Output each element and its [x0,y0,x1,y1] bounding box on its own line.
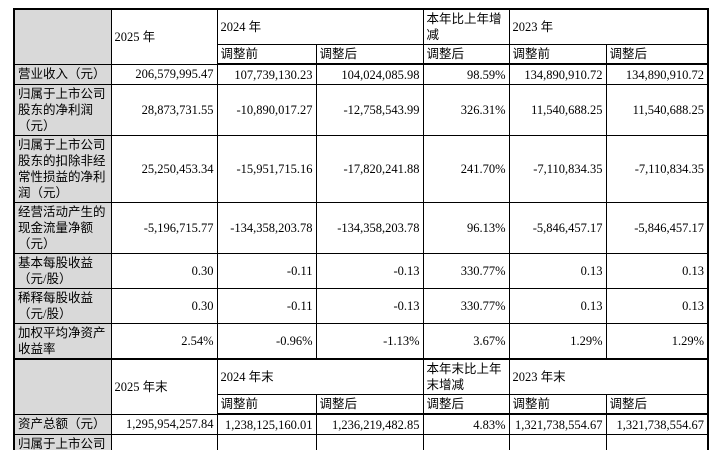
financial-summary-table: 2025 年 2024 年 本年比上年增减 2023 年 调整前 调整后 调整后… [13,8,710,450]
row-label: 经营活动产生的现金流量净额（元） [13,202,112,254]
cell-value: 0.13 [508,253,607,289]
subheader-2024-before: 调整前 [216,394,317,415]
cell-value: 1,126,339,157.80 [216,434,317,450]
corner-cell [13,358,112,415]
header-2025-end: 2025 年末 [110,358,218,415]
cell-value: 1,295,954,257.84 [110,413,218,435]
row-label: 归属于上市公司股东的扣除非经常性损益的净利润（元） [13,135,112,203]
cell-value: 0.13 [605,288,709,324]
subheader-2023-before: 调整前 [508,44,607,65]
cell-value: -134,358,203.78 [216,202,317,254]
row-label: 基本每股收益（元/股） [13,253,112,289]
cell-value: -0.11 [216,253,317,289]
corner-cell [13,8,112,65]
table-row: 归属于上市公司股东的净利润（元） 28,873,731.55 -10,890,0… [13,84,709,136]
cell-value: 206,579,995.47 [110,63,218,85]
cell-value: 0.30 [110,288,218,324]
cell-value: 1,153,344,362.63 [110,434,218,450]
header-2025: 2025 年 [110,8,218,65]
subheader-2024-before: 调整前 [216,44,317,65]
cell-value: -5,846,457.17 [605,202,709,254]
cell-value: 4.83% [422,413,510,435]
cell-value: 1.29% [605,323,709,360]
cell-value: 134,890,910.72 [508,63,607,85]
cell-value: 1,321,738,554.67 [605,413,709,435]
cell-value: 98.59% [422,63,510,85]
cell-value: -0.11 [216,288,317,324]
table-row: 资产总额（元） 1,295,954,257.84 1,238,125,160.0… [13,413,709,435]
section1-subheader-row: 调整前 调整后 调整后 调整前 调整后 [14,44,709,65]
cell-value: -7,110,834.35 [508,135,607,203]
cell-value: -0.13 [315,253,424,289]
table-row: 稀释每股收益（元/股） 0.30 -0.11 -0.13 330.77% 0.1… [13,288,709,324]
row-label: 营业收入（元） [13,63,112,85]
subheader-change-after: 调整后 [422,44,510,65]
subheader-2023-before: 调整前 [508,394,607,415]
cell-value: -15,951,715.16 [216,135,317,203]
cell-value: -7,110,834.35 [605,135,709,203]
cell-value: 96.13% [422,202,510,254]
table-row: 基本每股收益（元/股） 0.30 -0.11 -0.13 330.77% 0.1… [13,253,709,289]
row-label: 归属于上市公司股东的净利润（元） [13,84,112,136]
header-2024: 2024 年 [216,8,424,45]
cell-value: 0.13 [508,288,607,324]
header-change: 本年比上年增减 [422,8,510,45]
cell-value: 3.67% [422,323,510,360]
subheader-2023-after: 调整后 [605,394,709,415]
cell-value: -0.96% [216,323,317,360]
cell-value: 104,024,085.98 [315,63,424,85]
cell-value: 28,873,731.55 [110,84,218,136]
cell-value: 326.31% [422,84,510,136]
row-label: 加权平均净资产收益率 [13,323,112,360]
header-2024-end: 2024 年末 [216,358,424,395]
header-2023: 2023 年 [508,8,709,45]
cell-value: 1,140,629,175.07 [605,434,709,450]
cell-value: -17,820,241.88 [315,135,424,203]
cell-value: 2.57% [422,434,510,450]
cell-value: 11,540,688.25 [605,84,709,136]
table-row: 归属于上市公司股东的净资产（元） 1,153,344,362.63 1,126,… [13,434,709,450]
cell-value: 0.13 [605,253,709,289]
cell-value: 25,250,453.34 [110,135,218,203]
cell-value: 134,890,910.72 [605,63,709,85]
cell-value: 1.29% [508,323,607,360]
section2-header-row: 2025 年末 2024 年末 本年末比上年末增减 2023 年末 [13,358,709,415]
subheader-2024-after: 调整后 [315,44,424,65]
subheader-2024-after: 调整后 [315,394,424,415]
table-row: 归属于上市公司股东的扣除非经常性损益的净利润（元） 25,250,453.34 … [13,135,709,203]
subheader-2023-after: 调整后 [605,44,709,65]
cell-value: 330.77% [422,288,510,324]
cell-value: -1.13% [315,323,424,360]
cell-value: 1,238,125,160.01 [216,413,317,435]
cell-value: -5,196,715.77 [110,202,218,254]
table-row: 营业收入（元） 206,579,995.47 107,739,130.23 10… [13,63,709,85]
header-change-end: 本年末比上年末增减 [422,358,510,395]
row-label: 稀释每股收益（元/股） [13,288,112,324]
cell-value: -10,890,017.27 [216,84,317,136]
cell-value: 2.54% [110,323,218,360]
cell-value: 1,321,738,554.67 [508,413,607,435]
cell-value: 330.77% [422,253,510,289]
cell-value: 241.70% [422,135,510,203]
cell-value: 1,124,470,631.08 [315,434,424,450]
table-row: 加权平均净资产收益率 2.54% -0.96% -1.13% 3.67% 1.2… [13,323,709,360]
subheader-change-after: 调整后 [422,394,510,415]
cell-value: -5,846,457.17 [508,202,607,254]
row-label: 资产总额（元） [13,413,112,435]
cell-value: -12,758,543.99 [315,84,424,136]
section1-header-row: 2025 年 2024 年 本年比上年增减 2023 年 [13,8,709,65]
cell-value: 107,739,130.23 [216,63,317,85]
cell-value: 11,540,688.25 [508,84,607,136]
cell-value: -134,358,203.78 [315,202,424,254]
header-2023-end: 2023 年末 [508,358,709,395]
cell-value: 0.30 [110,253,218,289]
row-label: 归属于上市公司股东的净资产（元） [13,434,112,450]
cell-value: -0.13 [315,288,424,324]
table-row: 经营活动产生的现金流量净额（元） -5,196,715.77 -134,358,… [13,202,709,254]
cell-value: 1,140,629,175.07 [508,434,607,450]
section2-subheader-row: 调整前 调整后 调整后 调整前 调整后 [14,394,709,415]
cell-value: 1,236,219,482.85 [315,413,424,435]
